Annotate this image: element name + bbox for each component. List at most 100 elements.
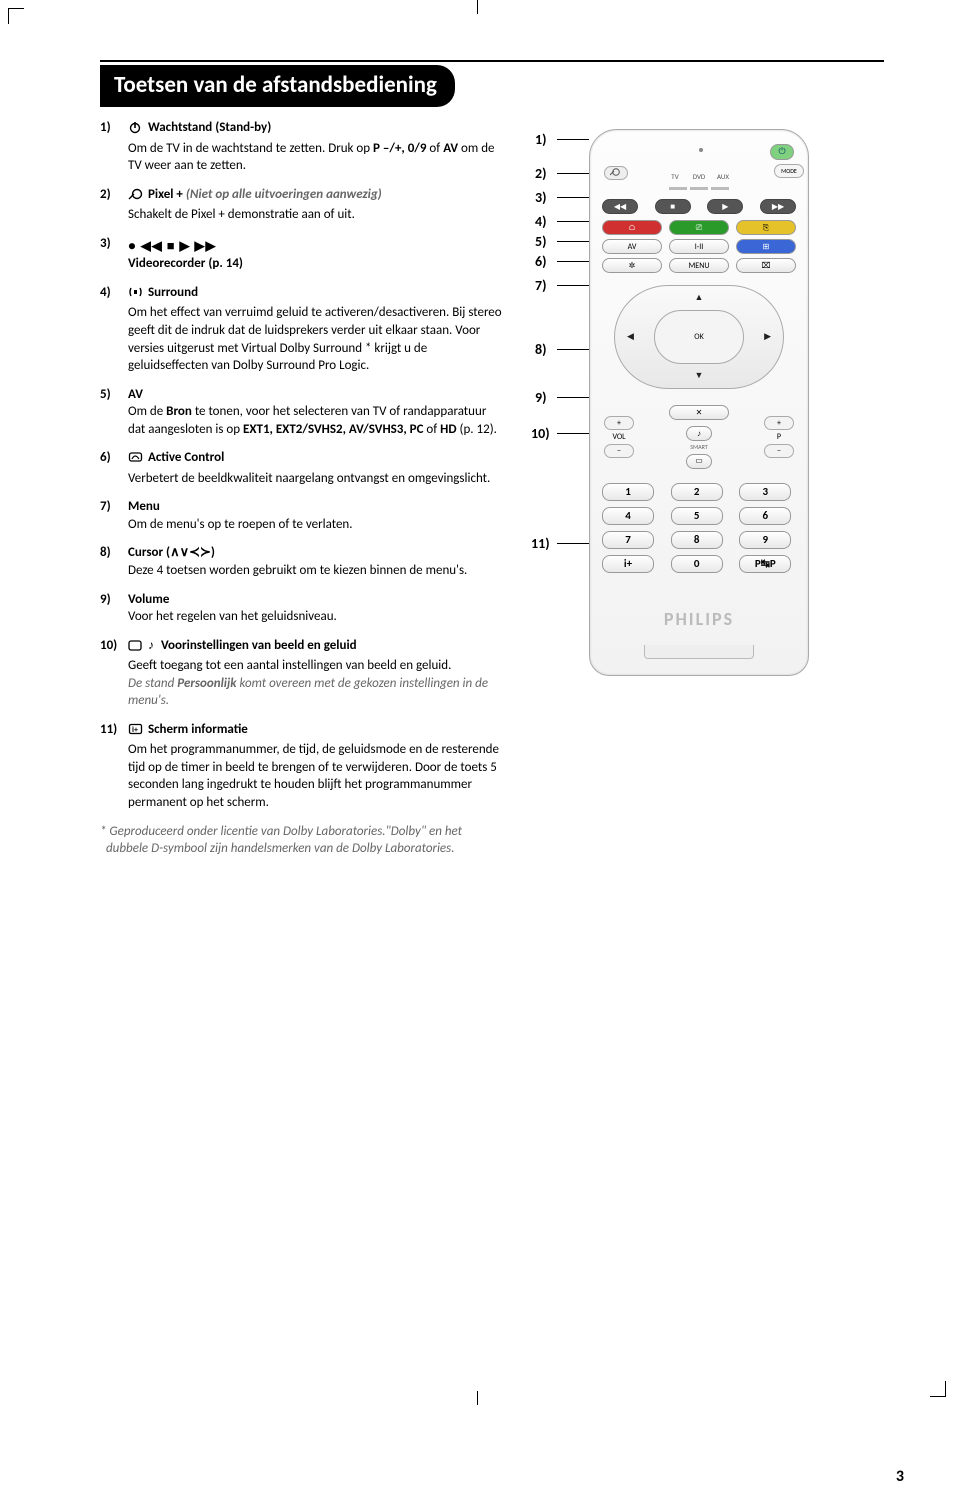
vol-label: VOL <box>602 432 636 443</box>
cursor-right[interactable]: ▶ <box>764 331 771 343</box>
key-5[interactable]: 5 <box>671 507 723 525</box>
definitions-column: 1) Wachtstand (Stand-by)Om de TV in de w… <box>100 119 505 858</box>
item-note: De stand Persoonlijk komt overeen met de… <box>128 675 505 710</box>
stop-button[interactable]: ■ <box>655 199 691 214</box>
key-3[interactable]: 3 <box>739 483 791 501</box>
key-4[interactable]: 4 <box>602 507 654 525</box>
key-6[interactable]: 6 <box>739 507 791 525</box>
src-aux: AUX <box>712 172 734 181</box>
vol-minus[interactable]: − <box>604 444 634 458</box>
numpad: 1 2 3 4 5 6 7 8 9 i+ 0 P↹P <box>602 483 796 573</box>
source-slider[interactable] <box>669 187 687 190</box>
mode-button[interactable]: MODE <box>774 164 804 178</box>
list-button[interactable]: ⌧ <box>736 258 796 273</box>
menu-button[interactable]: MENU <box>669 258 729 273</box>
item-body: SurroundOm het effect van verruimd gelui… <box>128 284 505 375</box>
brand-label: PHILIPS <box>602 607 796 631</box>
callout-1: 1) <box>535 131 546 150</box>
audio-button[interactable]: I-II <box>669 239 729 254</box>
crop-tick <box>477 0 478 14</box>
callout-8: 8) <box>535 341 546 360</box>
callout-2: 2) <box>535 165 546 184</box>
definition-item: 7)MenuOm de menu's op te roepen of te ve… <box>100 498 505 533</box>
item-number: 7) <box>100 498 128 533</box>
definition-item: 6) Active ControlVerbetert de beeldkwali… <box>100 449 505 487</box>
svg-text:♪: ♪ <box>148 638 154 652</box>
swap-button[interactable]: P↹P <box>739 555 791 573</box>
item-text: Deze 4 toetsen worden gebruikt om te kie… <box>128 562 467 580</box>
ffwd-button[interactable]: ▶▶ <box>760 199 796 214</box>
crop-mark <box>8 8 24 24</box>
mute-button[interactable]: ✕ <box>669 405 729 420</box>
callout-3: 3) <box>535 189 546 208</box>
key-8[interactable]: 8 <box>671 531 723 549</box>
callout-4: 4) <box>535 213 546 232</box>
transport-row: ◀◀ ■ ▶ ▶▶ <box>602 199 796 214</box>
item-text: Om het programmanummer, de tijd, de gelu… <box>128 741 505 811</box>
p-minus[interactable]: − <box>764 444 794 458</box>
info-button[interactable]: i+ <box>602 555 654 573</box>
item-title: Volume <box>128 591 337 609</box>
info-icon: i+ <box>128 722 143 742</box>
crop-mark <box>930 1381 946 1397</box>
key-0[interactable]: 0 <box>671 555 723 573</box>
item-body: Wachtstand (Stand-by)Om de TV in de wach… <box>128 119 505 175</box>
definition-item: 2) Pixel + (Niet op alle uitvoeringen aa… <box>100 186 505 224</box>
smart-picture-button[interactable]: ▭ <box>686 454 712 469</box>
p-plus[interactable]: + <box>764 416 794 430</box>
definition-item: 11)i+ Scherm informatieOm het programman… <box>100 721 505 812</box>
vol-plus[interactable]: + <box>604 416 634 430</box>
item-title: AV <box>128 386 505 404</box>
src-tv: TV <box>664 172 686 181</box>
smart-icon: ♪ <box>128 638 156 658</box>
av-button[interactable]: AV <box>602 239 662 254</box>
item-number: 3) <box>100 235 128 273</box>
smart-sound-button[interactable]: ♪ <box>686 426 712 441</box>
surround-icon <box>128 285 143 305</box>
dpad: ▲ ▼ ◀ ▶ OK <box>602 279 796 395</box>
play-button[interactable]: ▶ <box>707 199 743 214</box>
source-slider[interactable] <box>711 187 729 190</box>
remote-body: ⏻ TV DVD AUX MODE ◀◀ <box>589 129 809 676</box>
ir-led <box>699 148 703 152</box>
item-text: Om het effect van verruimd geluid te act… <box>128 304 505 374</box>
yellow-button[interactable]: ⎘ <box>736 220 796 235</box>
definition-item: 5)AVOm de Bron te tonen, voor het select… <box>100 386 505 439</box>
cursor-left[interactable]: ◀ <box>627 331 634 343</box>
red-button[interactable]: ⌂ <box>602 220 662 235</box>
pixel-plus-button[interactable] <box>604 166 628 180</box>
key-9[interactable]: 9 <box>739 531 791 549</box>
power-icon <box>128 120 143 140</box>
item-title: ♪ Voorinstellingen van beeld en geluid <box>128 637 505 658</box>
item-text: Om de Bron te tonen, voor het selecteren… <box>128 403 505 438</box>
definition-item: 8)Cursor (∧∨≺≻)Deze 4 toetsen worden geb… <box>100 544 505 579</box>
ok-button[interactable]: OK <box>654 310 744 364</box>
title-rule <box>100 60 884 62</box>
key-7[interactable]: 7 <box>602 531 654 549</box>
key-1[interactable]: 1 <box>602 483 654 501</box>
smart-label: SMART <box>654 443 744 451</box>
page-title: Toetsen van de afstandsbediening <box>100 65 455 107</box>
item-number: 1) <box>100 119 128 175</box>
rewind-button[interactable]: ◀◀ <box>602 199 638 214</box>
cursor-up[interactable]: ▲ <box>695 292 704 304</box>
format-button[interactable]: ⊞ <box>736 239 796 254</box>
power-button[interactable]: ⏻ <box>770 144 794 160</box>
key-2[interactable]: 2 <box>671 483 723 501</box>
cursor-down[interactable]: ▼ <box>695 370 704 382</box>
item-number: 11) <box>100 721 128 812</box>
item-body: Cursor (∧∨≺≻)Deze 4 toetsen worden gebru… <box>128 544 467 579</box>
green-button[interactable]: ⎚ <box>669 220 729 235</box>
item-number: 2) <box>100 186 128 224</box>
remote-diagram: 1) 2) 3) 4) 5) 6) 7) 8) 9) 10) 11) <box>589 129 884 676</box>
active-control-button[interactable]: ✲ <box>602 258 662 273</box>
item-body: ● ◀◀ ■ ▶ ▶▶ Videorecorder (p. 14) <box>128 235 243 273</box>
definition-item: 9)VolumeVoor het regelen van het geluids… <box>100 591 505 626</box>
transport-icon: ● ◀◀ ■ ▶ ▶▶ <box>128 238 216 256</box>
volume-group: + VOL − <box>602 414 636 461</box>
item-number: 5) <box>100 386 128 439</box>
source-slider[interactable] <box>690 187 708 190</box>
callout-10: 10) <box>531 425 550 444</box>
item-number: 8) <box>100 544 128 579</box>
item-title: Wachtstand (Stand-by) <box>128 119 505 140</box>
